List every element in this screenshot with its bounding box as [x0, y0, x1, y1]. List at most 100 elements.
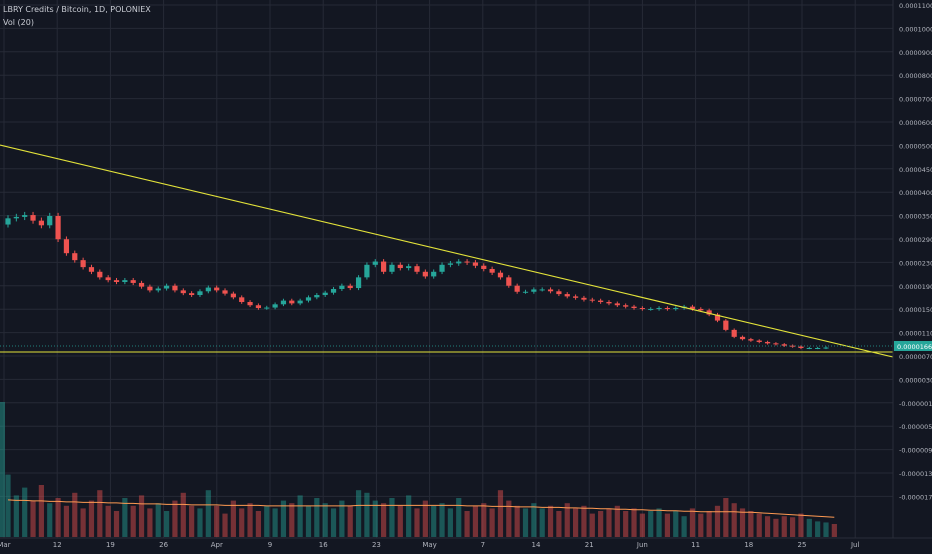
candle-body	[489, 268, 495, 273]
volume-bar	[831, 524, 837, 537]
volume-bar	[648, 511, 654, 537]
volume-bar	[30, 500, 36, 537]
candle-body	[664, 308, 671, 310]
candle-body	[5, 218, 11, 225]
volume-bar	[614, 505, 620, 537]
price-tick-label: -0.00001300	[899, 470, 932, 478]
volume-bar	[815, 521, 821, 537]
volume-bar	[431, 505, 437, 537]
candle-body	[355, 277, 362, 289]
volume-bar	[731, 503, 737, 537]
candle-body	[422, 271, 428, 277]
candle-body	[389, 264, 395, 272]
price-tick-label: -0.00000900	[899, 447, 932, 455]
volume-bar	[347, 505, 353, 537]
candle-body	[239, 297, 245, 302]
volume-bar	[339, 500, 345, 537]
candle-body	[13, 216, 19, 219]
volume-bar	[481, 503, 487, 537]
volume-bar	[0, 402, 5, 537]
candle-body	[180, 290, 186, 294]
volume-bar	[748, 511, 754, 537]
candle-body	[764, 341, 771, 344]
symbol-title[interactable]: LBRY Credits / Bitcoin, 1D, POLONIEX	[3, 5, 151, 14]
volume-bar	[189, 505, 195, 537]
time-tick-label: 26	[159, 541, 168, 549]
volume-bar	[72, 492, 78, 537]
candle-body	[698, 308, 704, 311]
volume-bar	[280, 500, 287, 537]
volume-bar	[623, 511, 629, 537]
volume-bar	[272, 508, 278, 537]
candle-body	[572, 296, 579, 298]
volume-bar	[556, 511, 562, 537]
candle-body	[639, 308, 645, 310]
volume-bar	[823, 522, 829, 537]
price-tick-label: 0.00006000	[899, 119, 932, 127]
candle-body	[656, 308, 662, 310]
candle-body	[305, 297, 312, 301]
volume-bar	[197, 508, 203, 537]
volume-bar	[239, 508, 245, 537]
time-tick-label: Jun	[636, 541, 648, 549]
candle-body	[723, 320, 729, 330]
volume-bar	[781, 516, 787, 537]
volume-indicator-label[interactable]: Vol (20)	[3, 18, 34, 27]
candle-body	[255, 305, 262, 309]
candle-body	[581, 297, 587, 300]
volume-bar	[414, 508, 420, 537]
volume-bar	[397, 505, 403, 537]
candle-body	[497, 272, 504, 278]
trendlines[interactable]	[0, 144, 894, 358]
candle-body	[447, 263, 453, 265]
price-tick-label: 0.00002900	[899, 236, 932, 244]
price-tick-label: 0.00004000	[899, 189, 932, 197]
candle-body	[556, 291, 562, 295]
time-tick-label: 11	[691, 541, 700, 549]
volume-bar	[47, 503, 53, 537]
time-tick-label: Apr	[211, 541, 223, 549]
price-axis[interactable]: 0.00011000 0.00010000 0.00009000 0.00008000…	[892, 0, 932, 538]
volume-bar	[539, 508, 545, 537]
candle-body	[623, 305, 629, 307]
price-tick-label: 0.00001100	[899, 330, 932, 338]
time-tick-label: 21	[585, 541, 594, 549]
volume-bar	[598, 511, 604, 537]
candle-body	[456, 261, 462, 264]
candle-body	[155, 288, 161, 291]
volume-bar	[631, 508, 637, 537]
candle-body	[756, 340, 762, 342]
volume-bar	[122, 498, 128, 537]
candle-body	[47, 216, 53, 226]
candle-body	[189, 293, 195, 296]
volume-bar	[506, 500, 512, 537]
volume-bar	[514, 505, 520, 537]
volume-bar	[355, 490, 362, 537]
price-tick-label: 0.00002300	[899, 259, 932, 267]
candle-body	[130, 280, 136, 283]
candle-body	[297, 300, 303, 304]
candle-body	[806, 348, 812, 349]
volume-bar	[572, 508, 579, 537]
time-axis[interactable]: Mar 12 19 26 Apr 9 16 23 May 7 14 21 Jun 11 18 25 Jul	[0, 537, 932, 549]
candle-body	[55, 216, 61, 240]
candle-body	[464, 261, 470, 263]
candle-body	[330, 288, 337, 293]
candlesticks	[5, 211, 829, 350]
volume-bar	[664, 513, 671, 537]
volume-bar	[180, 492, 186, 537]
volume-bar	[214, 505, 220, 537]
candle-body	[97, 271, 103, 278]
candle-body	[364, 264, 370, 278]
candle-body	[673, 308, 679, 310]
volume-bar	[163, 511, 170, 537]
candle-body	[539, 289, 545, 291]
volume-bar	[230, 500, 236, 537]
candle-body	[614, 303, 620, 306]
volume-bar	[172, 500, 178, 537]
candle-body	[598, 300, 604, 302]
price-tick-label: 0.00010000	[899, 25, 932, 33]
